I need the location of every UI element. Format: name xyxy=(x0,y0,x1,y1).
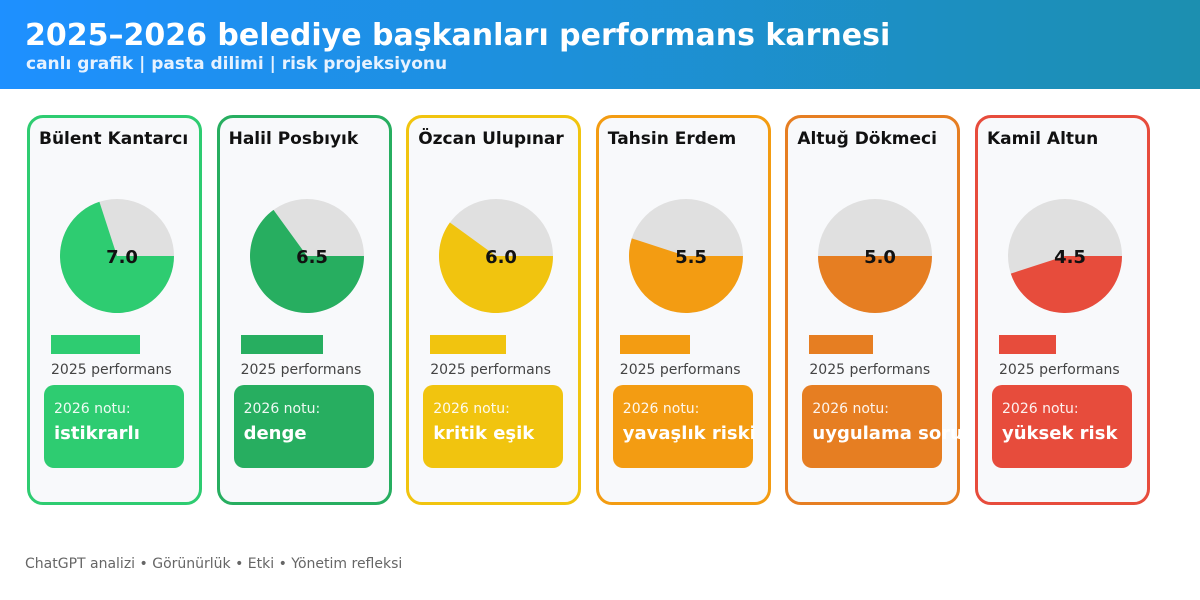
pie-chart: 5.0 xyxy=(818,199,933,313)
performance-bar xyxy=(619,335,690,354)
note-text: yüksek risk xyxy=(1002,423,1118,444)
note-label: 2026 notu: xyxy=(243,401,321,417)
note-box: 2026 notu: istikrarlı xyxy=(44,385,184,468)
note-label: 2026 notu: xyxy=(433,401,510,417)
mayor-name: Kamil Altun xyxy=(987,129,1099,149)
note-label: 2026 notu: xyxy=(1002,401,1079,417)
pie-value-label: 5.0 xyxy=(864,247,896,268)
pie-slice-value xyxy=(1010,256,1122,313)
mayor-name: Altuğ Dökmeci xyxy=(797,129,937,149)
performance-bar xyxy=(809,335,873,354)
bar-label: 2025 performans xyxy=(999,362,1120,378)
note-label: 2026 notu: xyxy=(622,401,700,417)
mayor-card: Özcan Ulupınar 6.0 2025 performans 2026 … xyxy=(406,115,582,505)
mayor-name: Bülent Kantarcı xyxy=(39,129,189,149)
note-box: 2026 notu: kritik eşik xyxy=(423,385,564,468)
performance-bar xyxy=(430,335,507,354)
note-box: 2026 notu: yüksek risk xyxy=(992,385,1132,468)
pie-chart: 4.5 xyxy=(1008,199,1122,313)
pie-value-label: 6.0 xyxy=(485,247,517,268)
pie-chart: 6.5 xyxy=(249,199,364,313)
mayor-card: Kamil Altun 4.5 2025 performans 2026 not… xyxy=(975,115,1150,505)
page-title: 2025–2026 belediye başkanları performans… xyxy=(25,18,891,53)
pie-value-label: 5.5 xyxy=(675,247,707,268)
pie-slice-value xyxy=(439,222,554,313)
note-label: 2026 notu: xyxy=(54,401,131,417)
pie-value-label: 4.5 xyxy=(1054,247,1086,268)
pie-chart: 7.0 xyxy=(60,199,174,313)
pie-slice-value xyxy=(818,256,933,313)
note-box: 2026 notu: denge xyxy=(233,385,374,468)
note-text: istikrarlı xyxy=(54,423,140,444)
pie-chart: 5.5 xyxy=(628,199,743,313)
note-text: uygulama sorunu xyxy=(812,423,989,444)
header-banner: 2025–2026 belediye başkanları performans… xyxy=(0,0,1200,89)
page-subtitle: canlı grafik | pasta dilimi | risk proje… xyxy=(26,54,448,74)
pie-value-label: 6.5 xyxy=(296,247,328,268)
mayor-name: Tahsin Erdem xyxy=(607,129,737,149)
mayor-card: Bülent Kantarcı 7.0 2025 performans 2026… xyxy=(27,115,202,505)
pie-slice-value xyxy=(628,238,743,313)
note-label: 2026 notu: xyxy=(812,401,889,417)
mayor-name: Halil Posbıyık xyxy=(228,129,359,149)
mayor-card: Altuğ Dökmeci 5.0 2025 performans 2026 n… xyxy=(785,115,989,505)
pie-chart: 6.0 xyxy=(439,199,554,313)
performance-bar xyxy=(240,335,324,354)
bar-label: 2025 performans xyxy=(51,362,172,378)
bar-label: 2025 performans xyxy=(809,362,931,378)
note-box: 2026 notu: uygulama sorunu xyxy=(802,385,989,468)
performance-bar xyxy=(51,335,140,354)
mayor-card: Halil Posbıyık 6.5 2025 performans 2026 … xyxy=(216,115,392,505)
note-text: yavaşlık riski xyxy=(622,423,756,444)
mayor-name: Özcan Ulupınar xyxy=(418,129,564,149)
pie-slice-value xyxy=(60,201,174,313)
note-text: kritik eşik xyxy=(433,423,535,444)
footer-text: ChatGPT analizi • Görünürlük • Etki • Yö… xyxy=(25,556,403,572)
bar-label: 2025 performans xyxy=(430,362,551,378)
bar-label: 2025 performans xyxy=(619,362,741,378)
mayor-card: Tahsin Erdem 5.5 2025 performans 2026 no… xyxy=(595,115,771,505)
bar-label: 2025 performans xyxy=(240,362,362,378)
pie-slice-value xyxy=(249,209,364,313)
pie-value-label: 7.0 xyxy=(106,247,138,268)
note-box: 2026 notu: yavaşlık riski xyxy=(612,385,756,468)
note-text: denge xyxy=(243,423,307,444)
performance-bar xyxy=(999,335,1057,354)
